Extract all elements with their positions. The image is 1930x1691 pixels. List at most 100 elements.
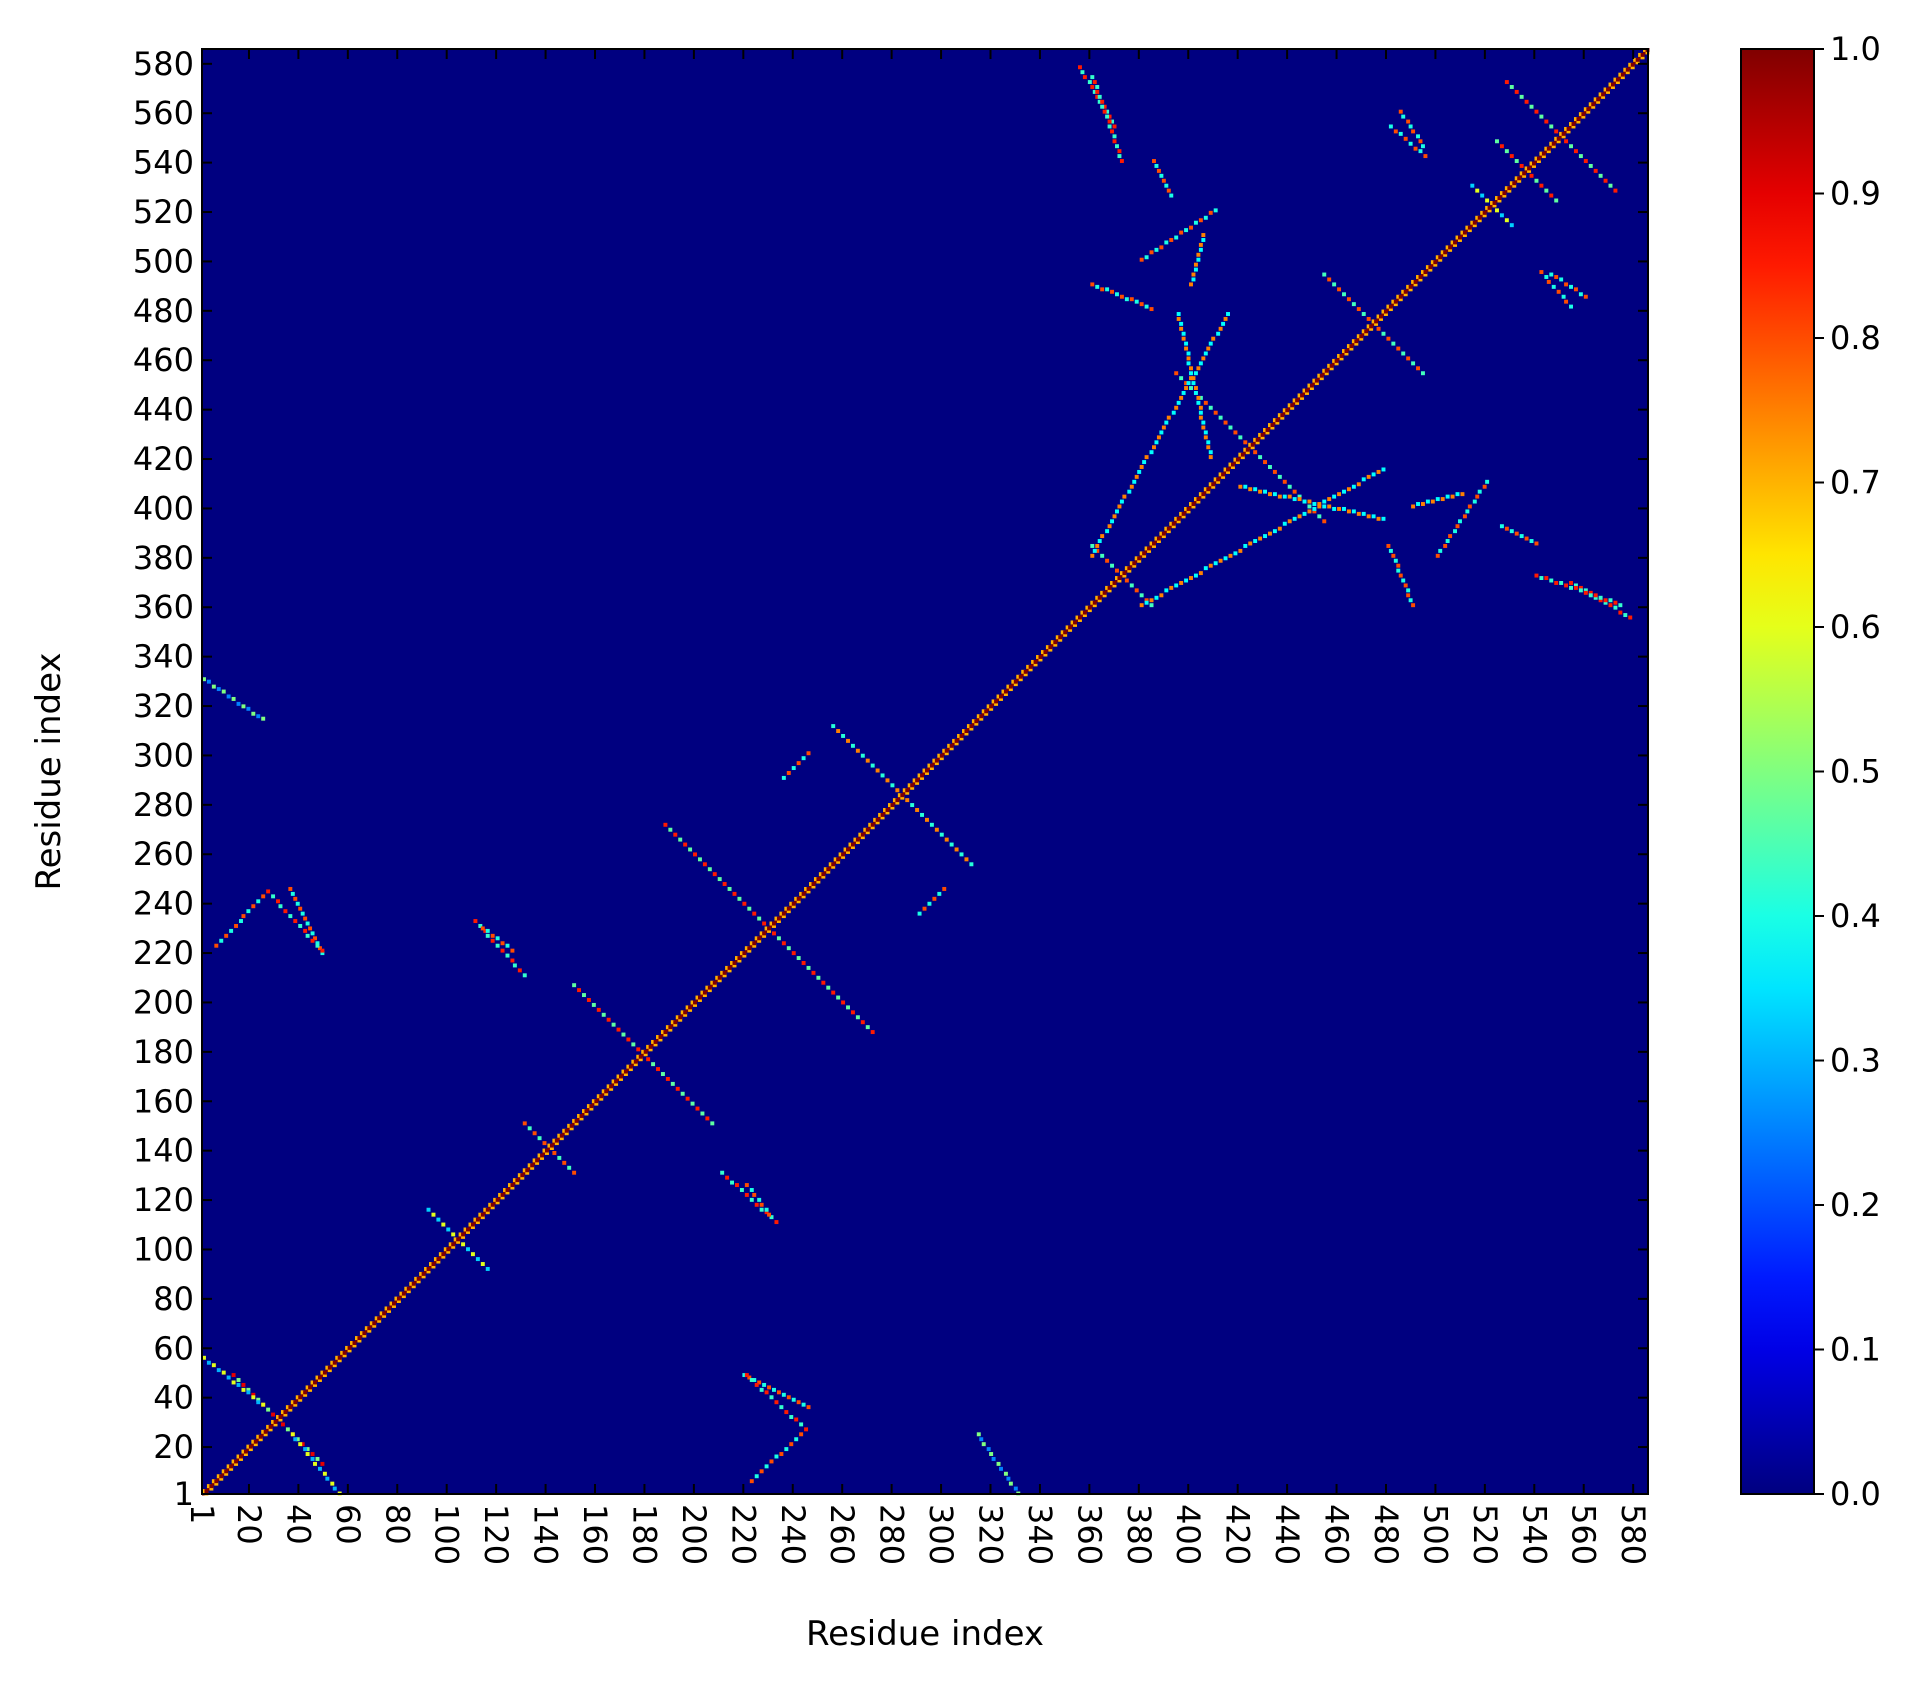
contact-cell — [1129, 484, 1134, 489]
diagonal-cell — [1445, 247, 1450, 252]
diagonal-cell — [1327, 366, 1332, 371]
diagonal-cell — [1031, 662, 1036, 667]
diagonal-cell — [569, 1123, 574, 1128]
diagonal-cell — [485, 1207, 490, 1212]
diagonal-cell — [614, 1079, 619, 1084]
diagonal-cell — [969, 724, 974, 729]
near-diagonal-cell — [865, 830, 870, 835]
near-diagonal-cell — [744, 946, 749, 951]
diagonal-cell — [1453, 240, 1458, 245]
contact-cell — [1179, 580, 1184, 585]
contact-cell — [749, 1479, 754, 1484]
contact-cell — [949, 842, 954, 847]
contact-cell — [266, 1407, 271, 1412]
contact-cell — [799, 1432, 804, 1437]
diagonal-cell — [1435, 257, 1440, 262]
near-diagonal-cell — [1425, 265, 1430, 270]
near-diagonal-cell — [520, 1175, 525, 1180]
near-diagonal-cell — [456, 1239, 461, 1244]
x-tick-label: 580 — [1614, 1504, 1652, 1565]
near-diagonal-cell — [1559, 131, 1564, 136]
diagonal-cell — [248, 1444, 253, 1449]
diagonal-cell — [300, 1392, 305, 1397]
near-diagonal-cell — [285, 1405, 290, 1410]
near-diagonal-cell — [1282, 408, 1287, 413]
contact-cell — [1569, 284, 1573, 289]
diagonal-cell — [932, 761, 937, 766]
near-diagonal-cell — [1169, 521, 1174, 526]
diagonal-cell — [1045, 647, 1050, 652]
near-diagonal-cell — [1230, 465, 1235, 469]
diagonal-cell — [367, 1326, 372, 1331]
diagonal-cell — [1139, 553, 1144, 558]
contact-cell — [221, 689, 226, 694]
diagonal-cell — [325, 1368, 330, 1373]
diagonal-cell — [340, 1353, 345, 1358]
contact-cell — [1524, 536, 1529, 541]
diagonal-cell — [1549, 144, 1554, 149]
near-diagonal-cell — [1539, 151, 1544, 156]
contact-cell — [1460, 492, 1465, 497]
near-diagonal-cell — [628, 1067, 633, 1072]
contact-cell — [742, 901, 747, 906]
near-diagonal-cell — [1077, 618, 1082, 622]
contact-cell — [989, 1452, 994, 1456]
diagonal-cell — [1211, 482, 1216, 487]
near-diagonal-cell — [653, 1042, 658, 1047]
diagonal-cell — [1465, 228, 1470, 233]
diagonal-cell — [1509, 183, 1514, 188]
diagonal-cell — [241, 1452, 246, 1456]
contact-cell — [320, 948, 325, 953]
contact-cell — [1504, 80, 1509, 85]
contact-cell — [1504, 149, 1509, 154]
near-diagonal-cell — [1588, 102, 1593, 107]
diagonal-cell — [680, 1012, 685, 1017]
contact-cell — [1443, 543, 1448, 548]
near-diagonal-cell — [382, 1313, 387, 1318]
diagonal-cell — [799, 894, 804, 899]
diagonal-cell — [1006, 687, 1011, 692]
contact-cell — [1393, 558, 1398, 563]
near-diagonal-cell — [749, 941, 754, 946]
contact-cell — [1097, 94, 1102, 99]
diagonal-cell — [646, 1047, 651, 1052]
near-diagonal-cell — [1070, 620, 1075, 625]
diagonal-cell — [1040, 652, 1045, 657]
contact-cell — [1090, 282, 1095, 287]
diagonal-cell — [589, 1104, 594, 1109]
contact-cell — [1218, 326, 1223, 331]
near-diagonal-cell — [1536, 159, 1541, 163]
contact-cell — [1411, 504, 1416, 509]
near-diagonal-cell — [727, 968, 732, 973]
near-diagonal-cell — [401, 1294, 406, 1299]
contact-cell — [996, 1461, 1001, 1466]
diagonal-cell — [1164, 529, 1169, 534]
near-diagonal-cell — [1623, 67, 1628, 72]
diagonal-cell — [957, 736, 962, 741]
x-tick-label: 380 — [1120, 1504, 1158, 1565]
contact-cell — [1346, 297, 1351, 302]
contact-cell — [1152, 159, 1156, 163]
diagonal-cell — [204, 1489, 209, 1494]
contact-cell — [1408, 598, 1413, 603]
near-diagonal-cell — [1504, 186, 1509, 191]
diagonal-cell — [1206, 487, 1211, 492]
near-diagonal-cell — [347, 1348, 352, 1353]
contact-cell — [1206, 346, 1211, 351]
contact-cell — [1152, 445, 1156, 450]
near-diagonal-cell — [1137, 558, 1142, 563]
near-diagonal-cell — [1376, 314, 1381, 319]
near-diagonal-cell — [1606, 89, 1610, 94]
diagonal-cell — [1428, 265, 1433, 270]
contact-cell — [1398, 109, 1403, 114]
contact-cell — [1203, 566, 1208, 571]
diagonal-cell — [1300, 393, 1305, 398]
near-diagonal-cell — [1122, 573, 1127, 578]
contact-cell — [1105, 109, 1110, 114]
near-diagonal-cell — [1302, 388, 1307, 393]
contact-cell — [1149, 307, 1154, 312]
near-diagonal-cell — [1317, 373, 1322, 378]
y-tick-label: 1 — [174, 1475, 194, 1513]
near-diagonal-cell — [1154, 536, 1159, 541]
diagonal-cell — [1472, 220, 1477, 225]
